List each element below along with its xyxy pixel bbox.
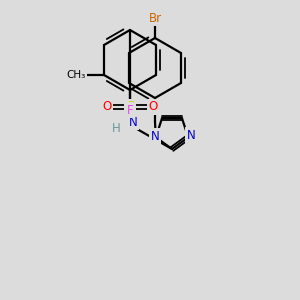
Text: S: S <box>126 100 134 113</box>
Text: O: O <box>148 100 158 113</box>
Text: N: N <box>187 129 196 142</box>
Text: H: H <box>112 122 120 134</box>
Text: CH₃: CH₃ <box>66 70 85 80</box>
Text: O: O <box>102 100 112 113</box>
Text: N: N <box>129 116 137 128</box>
Text: Br: Br <box>148 11 162 25</box>
Text: F: F <box>127 103 133 116</box>
Text: N: N <box>151 130 159 143</box>
